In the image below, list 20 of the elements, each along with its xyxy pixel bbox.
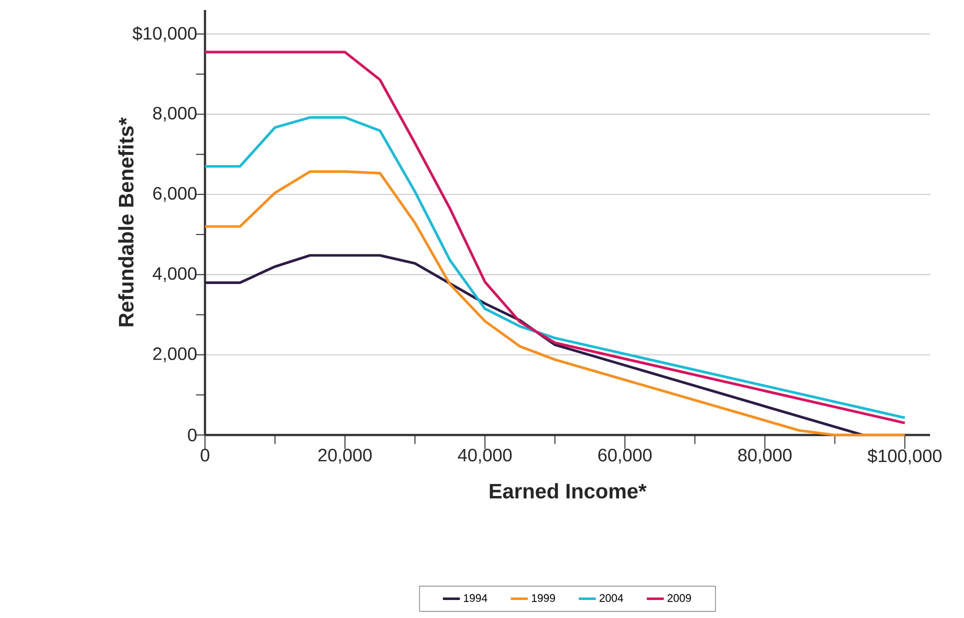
x-tick-label: 60,000 — [598, 448, 652, 464]
legend-label: 2004 — [600, 594, 624, 602]
y-tick-label: 2,000 — [153, 347, 197, 362]
y-tick-label: 0 — [188, 428, 197, 442]
x-tick-label: 20,000 — [318, 448, 372, 464]
y-tick-label: 4,000 — [152, 267, 197, 282]
y-tick-label: 8,000 — [153, 106, 197, 122]
x-tick-label: $100,000 — [868, 448, 942, 464]
legend-label: 1999 — [532, 594, 555, 602]
line-series — [204, 170, 906, 436]
x-tick-label: 40,000 — [458, 448, 512, 464]
y-axis-title: Refundable Benefits* — [118, 117, 134, 326]
x-tick-label: 0 — [200, 448, 210, 462]
x-tick-label: 80,000 — [738, 448, 792, 464]
legend-label: 2009 — [668, 594, 691, 602]
y-tick-label: $10,000 — [132, 26, 197, 42]
legend-label: 1994 — [464, 594, 488, 602]
y-tick-label: 6,000 — [153, 187, 197, 202]
line-series — [204, 116, 906, 420]
x-axis-title: Earned Income* — [490, 483, 647, 499]
